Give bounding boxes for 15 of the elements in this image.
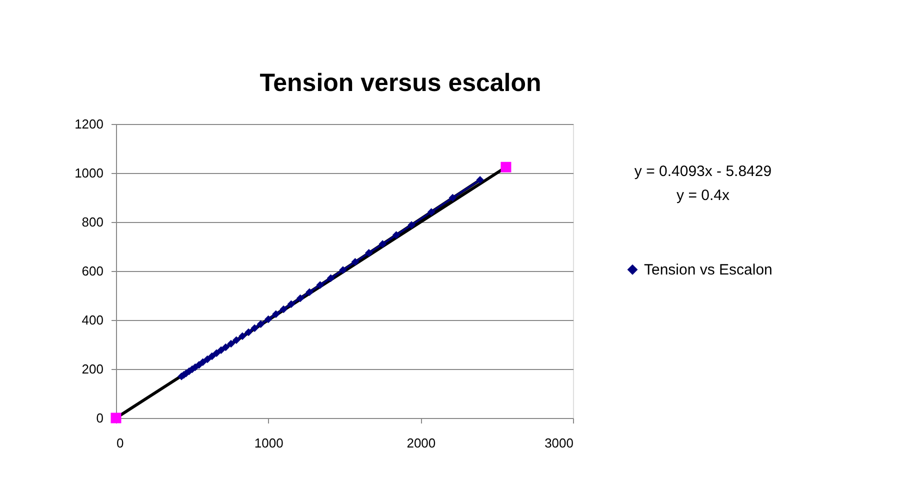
x-tick-label: 1000 [254,436,284,450]
x-tick-label: 2000 [406,436,436,450]
x-tick-label: 3000 [544,436,574,450]
y-tick-label: 800 [82,214,104,230]
text: y = 0.4093x - 5.8429 [634,163,772,180]
x-tick-label: 0 [116,436,124,450]
y-tick-label: 600 [82,264,104,278]
y-tick-label: 200 [82,362,104,376]
y-tick-label: 0 [96,410,104,426]
chart-title: Tension versus escalon [260,69,542,97]
text: y = 0.4x [676,187,730,204]
y-tick-label: 1200 [74,116,104,132]
y-tick-label: 1000 [74,166,104,180]
y-tick-label: 400 [82,312,104,328]
legend-label: Tension vs Escalon [644,262,772,279]
